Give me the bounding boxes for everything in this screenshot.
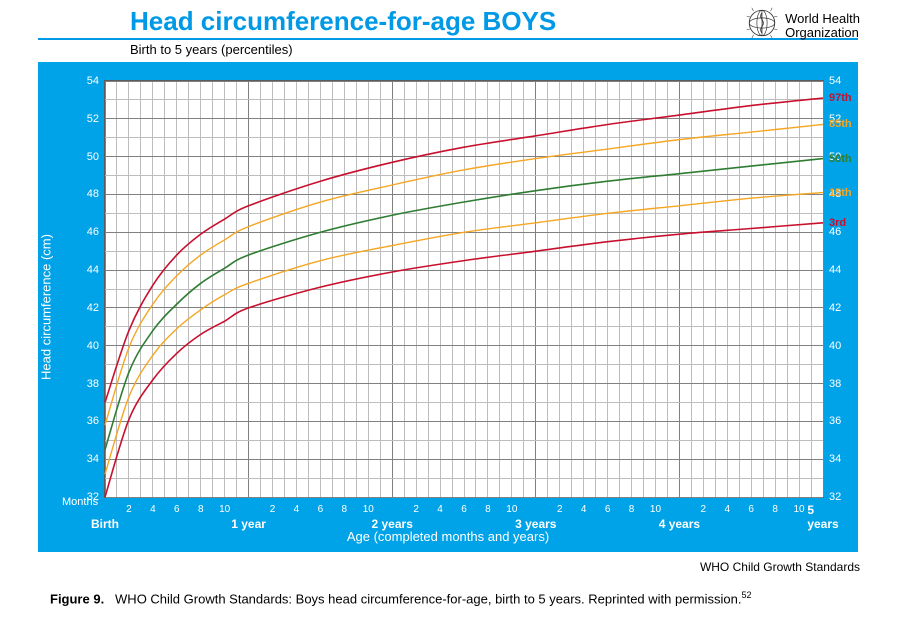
x-year-label: 4 years	[659, 517, 700, 531]
x-month-tick: 2	[270, 504, 276, 515]
x-month-tick: 10	[506, 504, 517, 515]
y-tick-label: 40	[71, 340, 99, 352]
y-tick-label: 32	[71, 491, 99, 503]
series-label-3rd: 3rd	[829, 217, 846, 229]
caption-lead: Figure 9.	[50, 591, 104, 606]
chart-title: Head circumference-for-age BOYS	[130, 6, 556, 37]
y-tick-label: 46	[71, 226, 99, 238]
x-year-label: 5 years	[807, 503, 838, 531]
who-logo: World Health Organization	[745, 6, 860, 45]
x-month-tick: 2	[701, 504, 707, 515]
x-month-tick: 6	[174, 504, 180, 515]
series-15th	[105, 193, 823, 475]
caption-body: WHO Child Growth Standards: Boys head ci…	[115, 591, 741, 606]
x-month-tick: 8	[198, 504, 204, 515]
series-label-15th: 15th	[829, 187, 852, 199]
who-text: World Health Organization	[785, 12, 860, 39]
y-tick-label: 36	[71, 415, 99, 427]
x-month-tick: 2	[413, 504, 419, 515]
x-month-tick: 4	[437, 504, 443, 515]
x-month-tick: 8	[772, 504, 778, 515]
who-line1: World Health	[785, 12, 860, 26]
y-tick-label: 40	[829, 340, 857, 352]
series-3rd	[105, 223, 823, 497]
y-tick-label: 44	[71, 264, 99, 276]
x-month-tick: 8	[629, 504, 635, 515]
who-line2: Organization	[785, 26, 860, 40]
series-label-85th: 85th	[829, 118, 852, 130]
x-month-tick: 4	[150, 504, 156, 515]
x-month-tick: 8	[342, 504, 348, 515]
x-month-tick: 6	[605, 504, 611, 515]
chart-panel: Head circumference (cm) Months Age (comp…	[38, 62, 858, 552]
caption-sup: 52	[741, 590, 751, 600]
x-month-tick: 4	[581, 504, 587, 515]
who-emblem-icon	[745, 6, 779, 45]
chart-subtitle: Birth to 5 years (percentiles)	[130, 42, 293, 57]
plot-area: 3232343436363838404042424444464648485050…	[104, 80, 824, 498]
x-month-tick: 6	[748, 504, 754, 515]
x-year-label: Birth	[91, 517, 119, 531]
series-label-97th: 97th	[829, 92, 852, 104]
series-97th	[105, 98, 823, 402]
y-tick-label: 42	[71, 302, 99, 314]
x-month-tick: 6	[318, 504, 324, 515]
page: Head circumference-for-age BOYS Birth to…	[0, 0, 900, 622]
footer-right-text: WHO Child Growth Standards	[700, 560, 860, 574]
x-year-label: 3 years	[515, 517, 556, 531]
title-underline	[38, 38, 858, 40]
series-label-50th: 50th	[829, 153, 852, 165]
x-month-tick: 6	[461, 504, 467, 515]
x-year-label: 1 year	[231, 517, 266, 531]
x-month-tick: 4	[294, 504, 300, 515]
y-tick-label: 52	[71, 113, 99, 125]
x-month-tick: 2	[126, 504, 132, 515]
x-month-tick: 10	[794, 504, 805, 515]
y-tick-label: 48	[71, 188, 99, 200]
y-tick-label: 34	[829, 453, 857, 465]
y-tick-label: 42	[829, 302, 857, 314]
y-tick-label: 44	[829, 264, 857, 276]
y-tick-label: 38	[829, 378, 857, 390]
x-month-tick: 10	[219, 504, 230, 515]
y-tick-label: 54	[829, 75, 857, 87]
y-tick-label: 50	[71, 151, 99, 163]
x-month-tick: 8	[485, 504, 491, 515]
x-month-tick: 4	[724, 504, 730, 515]
x-month-tick: 10	[650, 504, 661, 515]
y-tick-label: 34	[71, 453, 99, 465]
figure-caption: Figure 9. WHO Child Growth Standards: Bo…	[50, 590, 751, 606]
x-month-tick: 10	[363, 504, 374, 515]
y-tick-label: 36	[829, 415, 857, 427]
y-tick-label: 32	[829, 491, 857, 503]
y-tick-label: 54	[71, 75, 99, 87]
x-year-label: 2 years	[372, 517, 413, 531]
x-month-tick: 2	[557, 504, 563, 515]
y-axis-label: Head circumference (cm)	[39, 234, 54, 380]
series-svg	[105, 81, 823, 497]
y-tick-label: 38	[71, 378, 99, 390]
x-axis-label: Age (completed months and years)	[38, 529, 858, 544]
